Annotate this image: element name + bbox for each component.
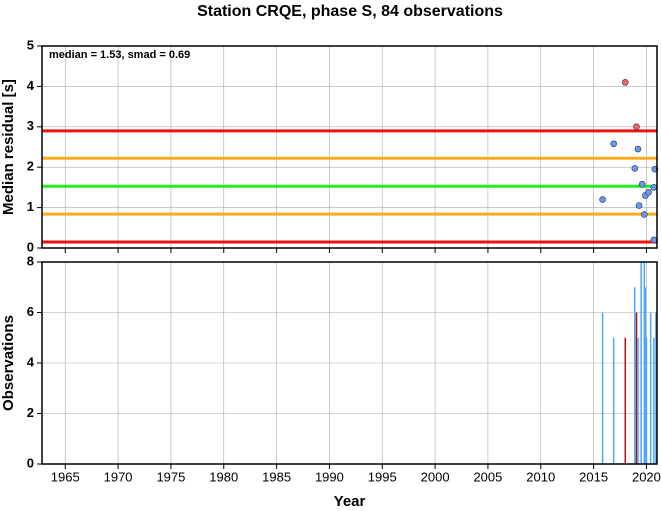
x-tick-label: 1980 (209, 469, 238, 484)
y-axis-label: Median residual [s] (0, 79, 17, 215)
x-tick-label: 1975 (156, 469, 185, 484)
x-tick-label: 2000 (421, 469, 450, 484)
bar (612, 337, 615, 464)
y-tick-label: 0 (27, 455, 34, 470)
bar (644, 287, 647, 464)
y-tick-label: 5 (27, 37, 34, 52)
x-tick-label: 1995 (368, 469, 397, 484)
x-tick-label: 2015 (579, 469, 608, 484)
y-tick-label: 4 (27, 78, 35, 93)
y-tick-label: 0 (27, 239, 34, 254)
annotation: median = 1.53, smad = 0.69 (49, 49, 190, 61)
data-point (631, 165, 639, 172)
x-tick-label: 1965 (51, 469, 80, 484)
x-tick-label: 2005 (473, 469, 502, 484)
x-tick-label: 1970 (104, 469, 133, 484)
bar (649, 312, 652, 464)
y-tick-label: 6 (27, 304, 34, 319)
data-point (621, 79, 629, 86)
bar (624, 337, 627, 464)
data-point (641, 211, 648, 218)
chart-title: Station CRQE, phase S, 84 observations (197, 3, 503, 20)
x-axis-label: Year (334, 493, 366, 510)
data-point (645, 188, 652, 196)
bar (634, 287, 636, 464)
plot-frame (41, 45, 658, 249)
data-point (599, 196, 606, 203)
x-tick-label: 1985 (262, 469, 291, 484)
data-point (634, 145, 642, 153)
x-tick-label: 1990 (315, 469, 344, 484)
bar (655, 312, 657, 464)
bar (643, 262, 646, 464)
y-tick-label: 2 (27, 405, 34, 420)
x-tick-label: 2020 (632, 469, 661, 484)
bar (653, 337, 655, 464)
data-point (635, 202, 643, 209)
data-point (633, 123, 640, 131)
y-tick-label: 4 (27, 354, 35, 369)
y-tick-label: 1 (27, 199, 34, 214)
bar (601, 312, 604, 464)
y-tick-label: 2 (27, 159, 34, 174)
data-point (638, 180, 646, 188)
y-tick-label: 3 (27, 118, 34, 133)
bar (645, 337, 648, 464)
y-axis-label: Observations (0, 315, 17, 411)
x-tick-label: 2010 (526, 469, 555, 484)
data-point (650, 236, 658, 244)
plot-frame (41, 261, 658, 465)
y-tick-label: 8 (27, 253, 34, 268)
bar (640, 262, 642, 464)
bar (635, 312, 638, 464)
data-point (650, 184, 658, 191)
data-point (610, 140, 617, 148)
bar (637, 337, 639, 464)
